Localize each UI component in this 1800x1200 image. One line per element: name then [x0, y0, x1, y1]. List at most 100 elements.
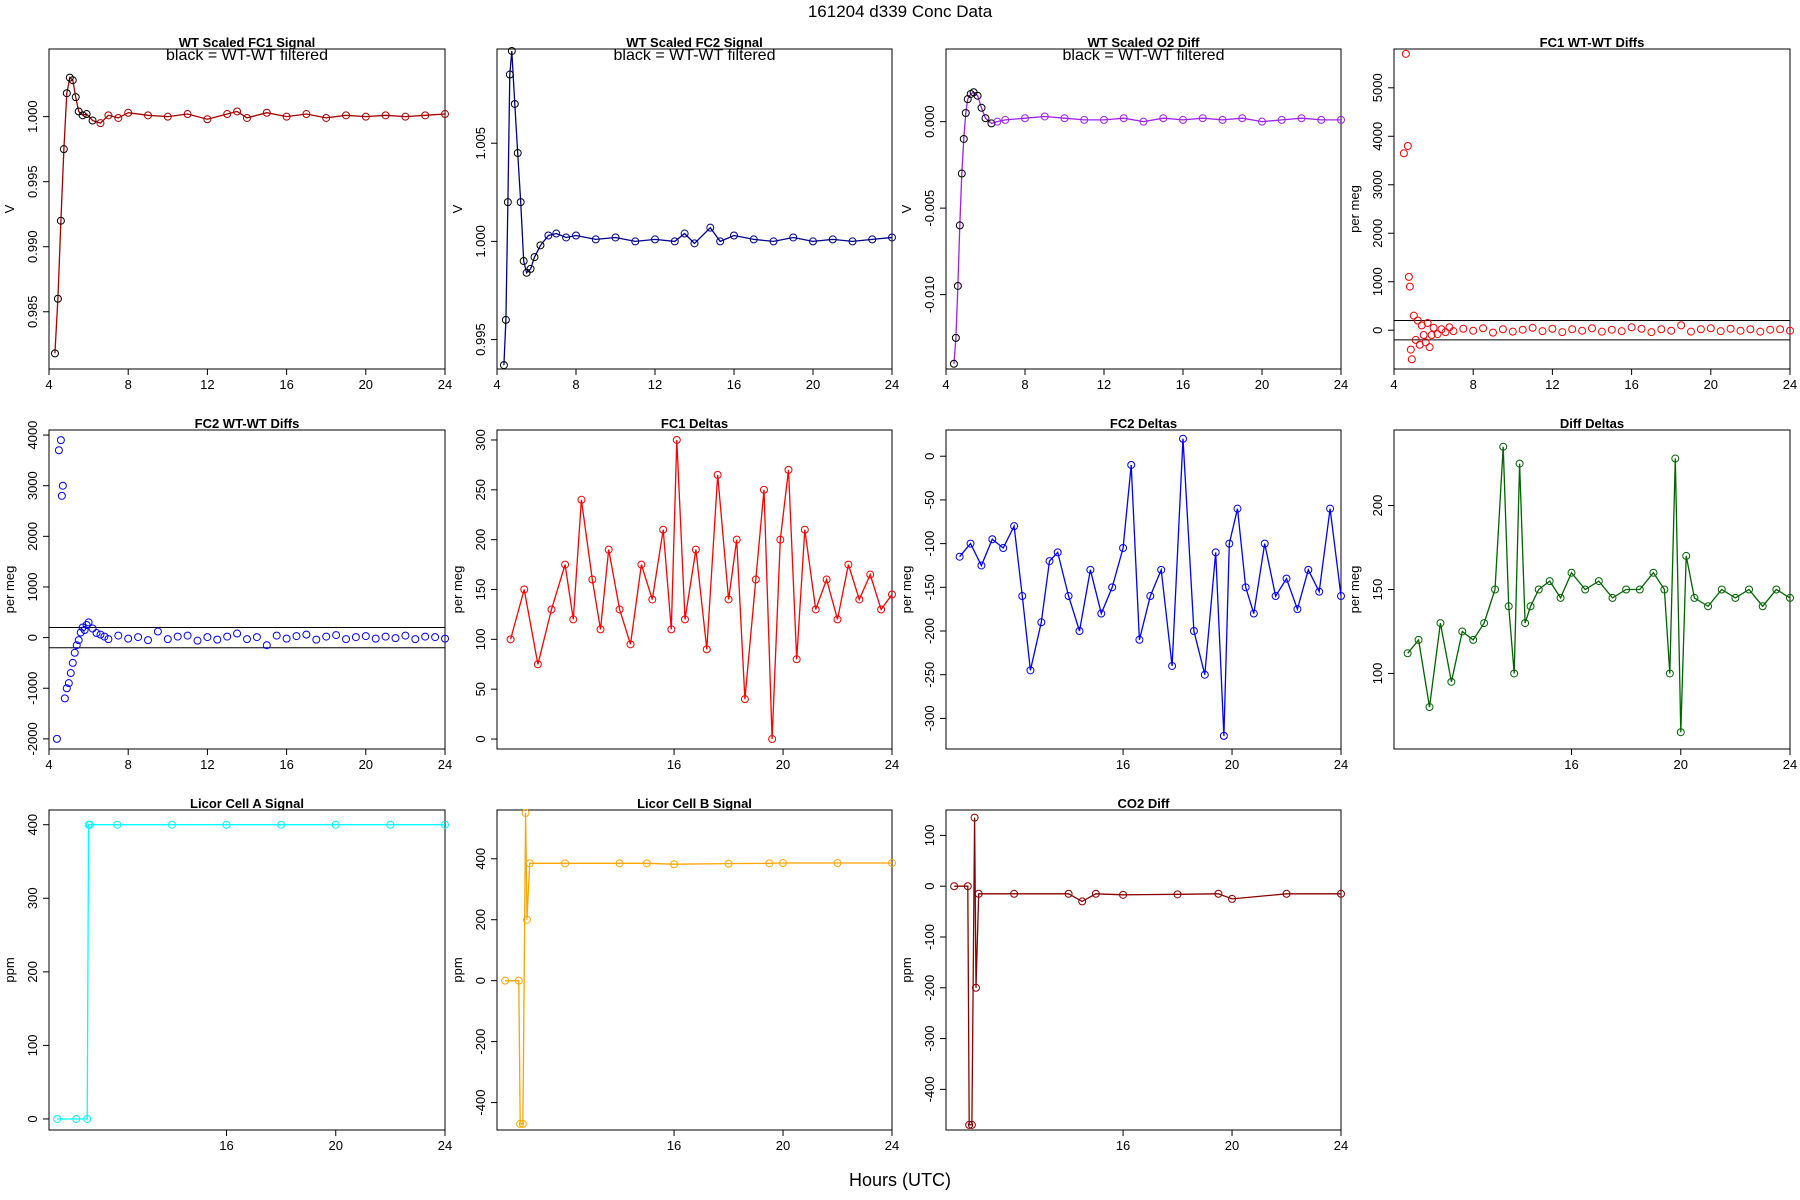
data-point [1772, 585, 1781, 594]
data-point [759, 485, 768, 494]
plot-frame [1393, 429, 1791, 750]
y-tick-label: 0.990 [25, 230, 40, 263]
data-point [96, 119, 105, 128]
data-point [499, 361, 508, 370]
data-point [88, 624, 97, 633]
data-point [72, 1114, 81, 1123]
data-point [751, 575, 760, 584]
data-point [1736, 326, 1745, 335]
panel-title: Licor Cell B Signal [637, 796, 752, 811]
x-tick-label: 20 [1674, 757, 1688, 772]
y-tick-label: 100 [922, 825, 937, 847]
data-point [828, 235, 837, 244]
y-tick-label: -150 [922, 574, 937, 600]
y-tick-label: 100 [473, 628, 488, 650]
data-point [811, 605, 820, 614]
x-tick-label: 16 [1624, 377, 1638, 392]
data-point [56, 216, 65, 225]
data-point [411, 635, 420, 644]
data-point [401, 112, 410, 121]
data-point [690, 239, 699, 248]
data-point [966, 539, 975, 548]
x-tick-label: 16 [1116, 1138, 1130, 1153]
data-point [1627, 323, 1636, 332]
data-point [144, 636, 152, 645]
data-point [302, 110, 311, 119]
data-point [1676, 728, 1685, 737]
data-point [83, 1114, 92, 1123]
y-axis-label: V [450, 204, 465, 213]
data-point [604, 545, 613, 554]
data-point [431, 633, 440, 642]
data-point [153, 627, 162, 636]
data-point [516, 198, 525, 207]
data-point [1558, 328, 1567, 337]
data-point [536, 241, 545, 250]
data-point [213, 635, 222, 644]
data-point [1241, 583, 1250, 592]
data-point [1401, 49, 1410, 58]
data-point [223, 110, 232, 119]
data-point [322, 113, 331, 122]
y-tick-label: 50 [473, 682, 488, 696]
y-axis-label: V [2, 204, 17, 213]
x-tick-label: 20 [1255, 377, 1269, 392]
data-point [163, 112, 172, 121]
x-tick-label: 8 [125, 377, 132, 392]
y-tick-label: 100 [25, 1035, 40, 1057]
y-tick-label: 100 [1370, 663, 1385, 685]
data-point [74, 636, 83, 645]
chart-panel-p5: FC2 WT-WT Diffs per meg 4 8 12 16 20 24 -2000 -10… [2, 416, 452, 772]
data-point [1682, 551, 1691, 560]
data-point [533, 660, 542, 669]
data-point [56, 436, 65, 445]
data-point [670, 860, 679, 869]
data-point [183, 110, 192, 119]
y-tick-label: 2000 [1370, 219, 1385, 248]
x-tick-label: 12 [648, 377, 662, 392]
data-point [282, 112, 291, 121]
data-point [441, 634, 449, 643]
data-point [765, 859, 774, 868]
series-line [57, 824, 445, 1120]
data-point [252, 633, 261, 642]
y-tick-label: 150 [473, 579, 488, 601]
series-line [505, 812, 892, 1125]
data-point [243, 113, 251, 122]
data-point [1407, 355, 1416, 364]
data-point [1458, 627, 1467, 636]
data-point [272, 631, 281, 640]
data-point [1064, 889, 1073, 898]
data-point [522, 915, 531, 924]
data-point [1075, 627, 1084, 636]
data-point [1608, 593, 1617, 602]
y-tick-label: -0.005 [922, 190, 937, 227]
y-tick-label: 2000 [25, 522, 40, 551]
data-point [626, 640, 635, 649]
y-tick-label: 400 [473, 848, 488, 870]
data-point [82, 620, 91, 629]
data-point [642, 859, 651, 868]
data-point [973, 91, 982, 100]
data-point [233, 107, 242, 116]
plot-frame [945, 429, 1342, 750]
data-point [1293, 605, 1302, 614]
y-tick-label: 200 [473, 909, 488, 931]
data-point [1421, 338, 1430, 347]
y-tick-label: 400 [25, 814, 40, 836]
data-point [1671, 454, 1680, 463]
data-point [1179, 434, 1187, 443]
data-point [1437, 325, 1446, 334]
data-point [951, 333, 960, 342]
data-point [1403, 649, 1412, 658]
data-point [1594, 577, 1603, 586]
x-tick-label: 24 [1783, 377, 1797, 392]
y-tick-label: -100 [922, 531, 937, 557]
data-point [510, 99, 519, 108]
data-point [1429, 323, 1438, 332]
data-point [203, 115, 212, 124]
data-point [680, 615, 689, 624]
data-point [1146, 592, 1155, 601]
data-point [1119, 890, 1128, 899]
data-point [223, 632, 232, 641]
